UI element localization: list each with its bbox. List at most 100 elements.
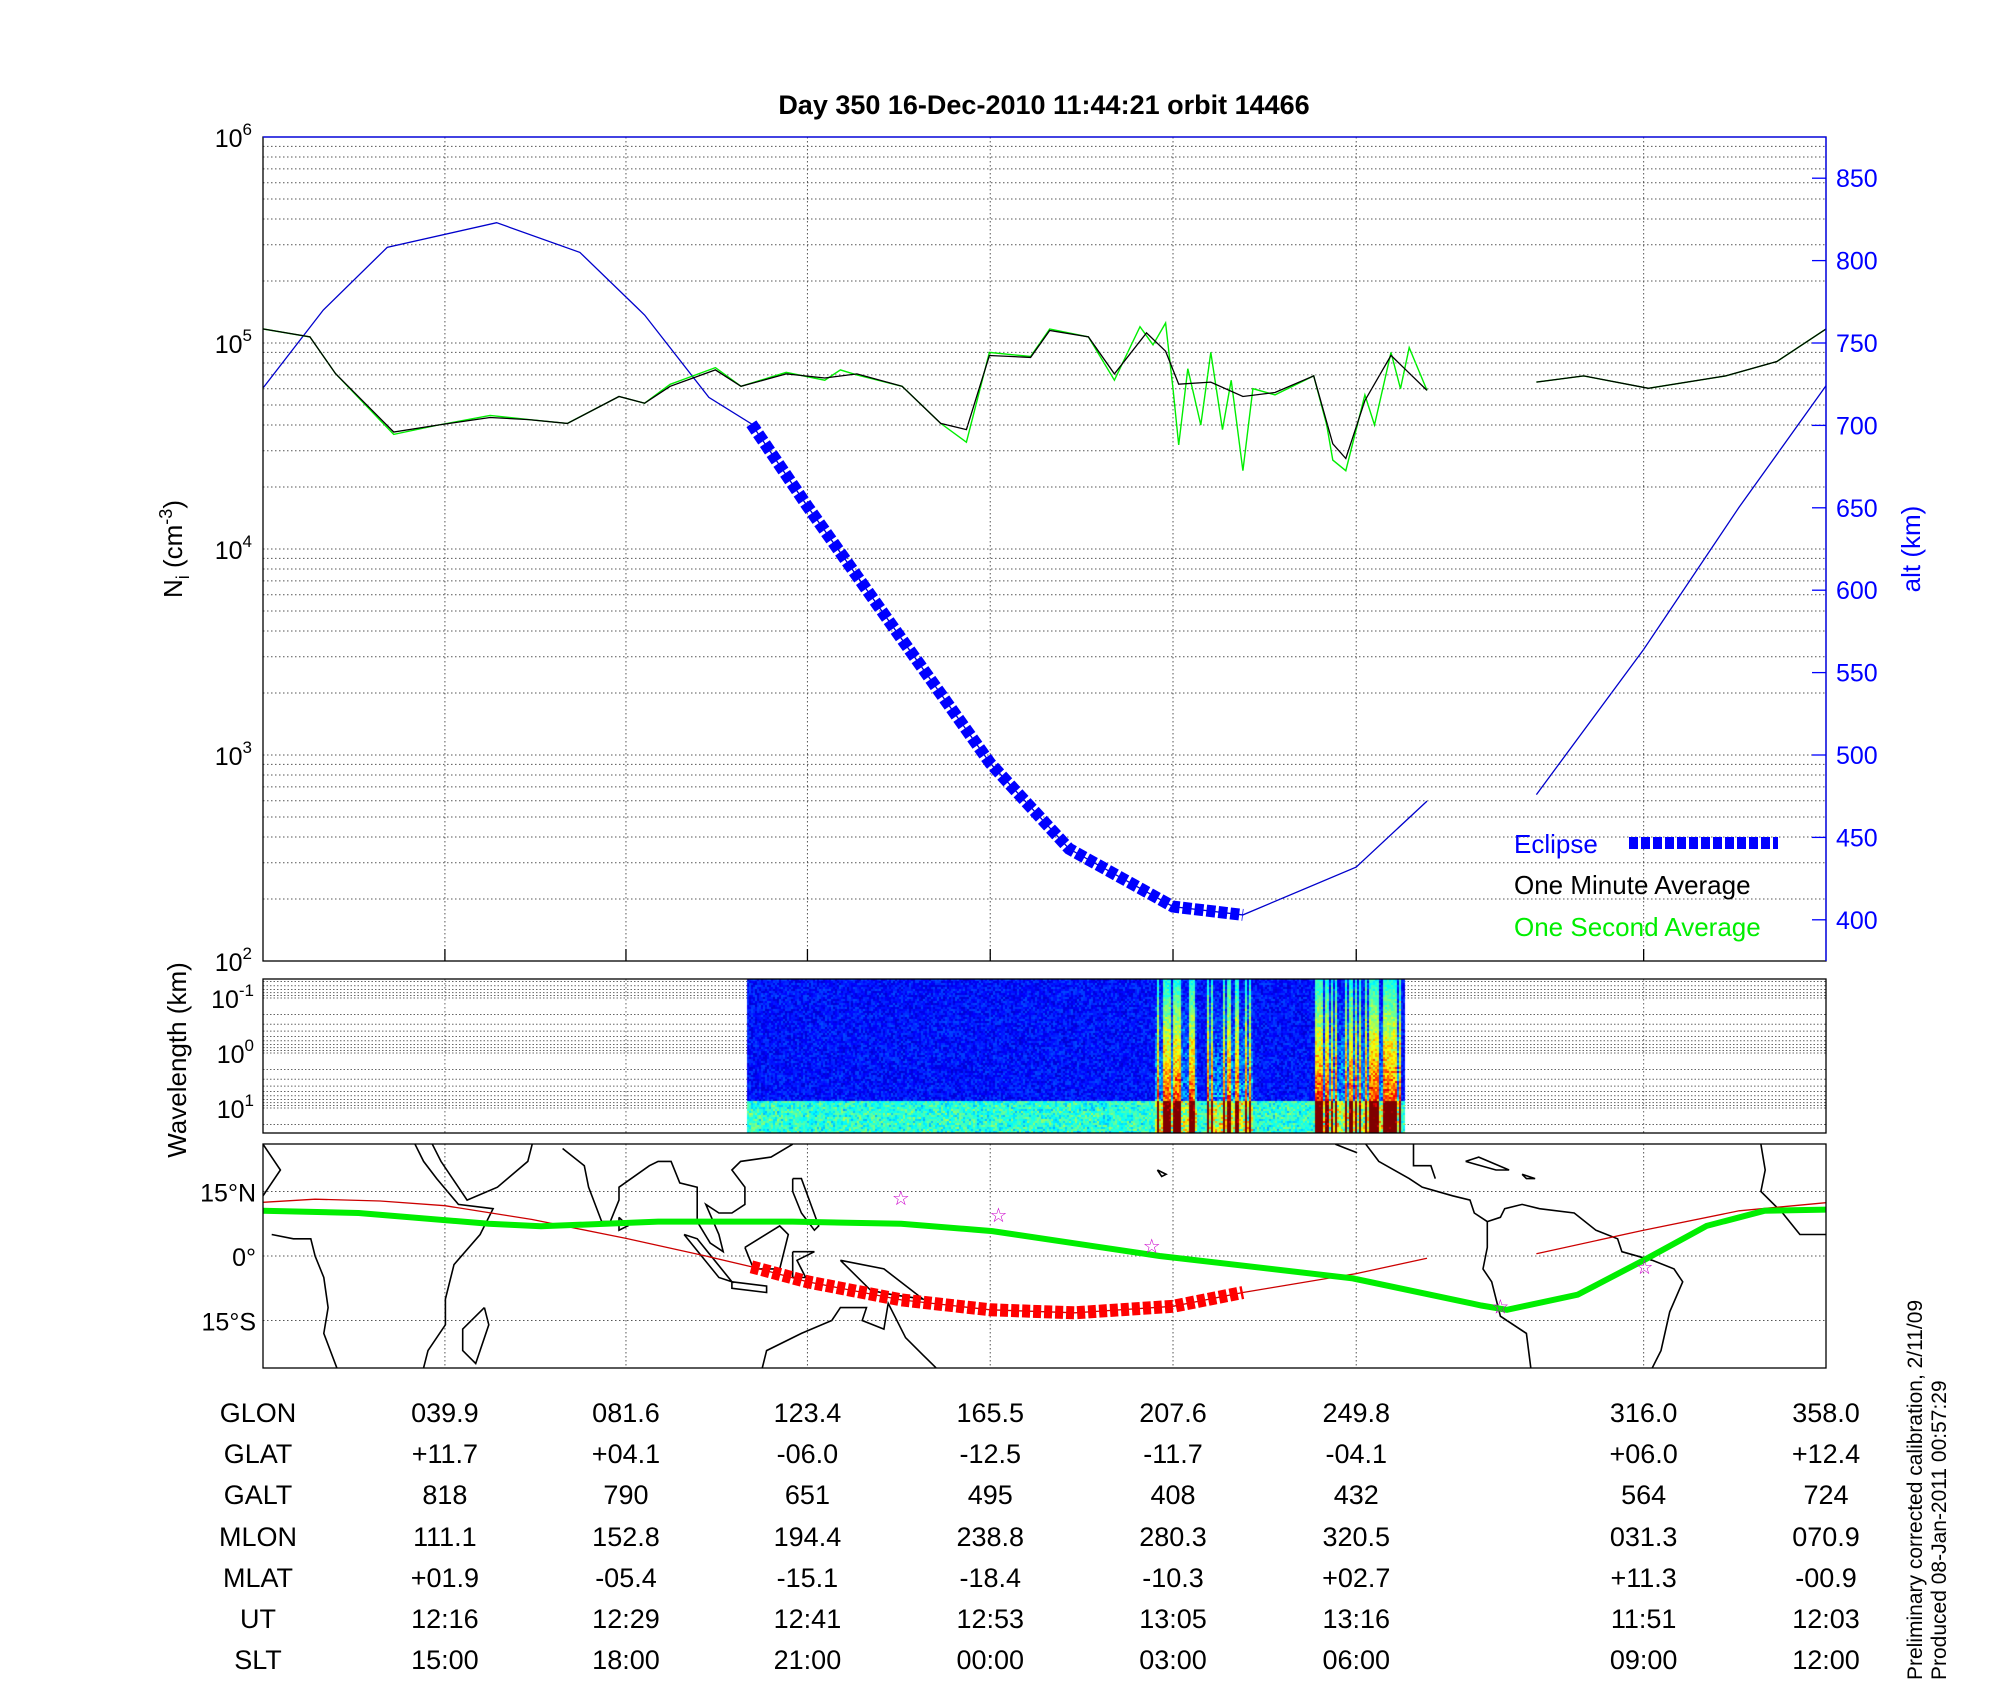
spectrogram-axis-ticks: 10-1 100 101: [211, 981, 254, 1124]
density-tick-label: 104: [215, 532, 252, 565]
chart-title: Day 350 16-Dec-2010 11:44:21 orbit 14466: [778, 90, 1309, 120]
coastline: [263, 1144, 282, 1197]
spectrogram-image: [263, 979, 1826, 1133]
table-cell: 12:41: [774, 1604, 842, 1634]
coastline: [791, 1177, 820, 1232]
coastline: [431, 1144, 533, 1202]
table-cell: -15.1: [777, 1563, 839, 1593]
station-star-icon: ☆: [990, 1205, 1008, 1227]
table-cell: +01.9: [411, 1563, 479, 1593]
coastline: [1365, 1144, 1684, 1368]
table-cell: 070.9: [1792, 1522, 1860, 1552]
table-cell: 13:05: [1139, 1604, 1207, 1634]
table-cell: 12:16: [411, 1604, 479, 1634]
table-cell: +06.0: [1609, 1439, 1677, 1469]
table-cell: 12:29: [592, 1604, 660, 1634]
station-star-icon: ☆: [1491, 1297, 1509, 1319]
coastline: [731, 1281, 768, 1294]
table-cell: +04.1: [592, 1439, 660, 1469]
table-cell: 11:51: [1611, 1604, 1677, 1634]
coastline: [562, 1144, 794, 1254]
table-cell: 081.6: [592, 1398, 660, 1428]
density-axis-ticks: 102 103 104 105 106 400 450 500 550 600 650 700 750 8…: [215, 120, 1878, 977]
coastline: [1521, 1173, 1536, 1180]
alt-tick-label: 700: [1836, 412, 1878, 440]
map-grid: [263, 1144, 1826, 1368]
table-cell: 408: [1150, 1480, 1195, 1510]
legend: Eclipse One Minute Average One Second Av…: [1514, 829, 1778, 942]
coastline: [1465, 1156, 1510, 1171]
table-cell: -11.7: [1143, 1439, 1203, 1469]
table-cell: 06:00: [1322, 1645, 1390, 1675]
table-row-label: SLT: [234, 1645, 282, 1675]
legend-eclipse-label: Eclipse: [1514, 829, 1598, 859]
density-axis-label: Ni (cm-3): [156, 500, 193, 598]
coastline: [1335, 1144, 1358, 1154]
table-cell: 316.0: [1610, 1398, 1678, 1428]
table-row-label: GLON: [220, 1398, 297, 1428]
table-cell: 818: [422, 1480, 467, 1510]
table-cell: +11.3: [1610, 1563, 1676, 1593]
spectrogram-frame: [262, 978, 1827, 1134]
coastline: [1412, 1144, 1437, 1179]
alt-tick-label: 400: [1836, 907, 1878, 935]
alt-axis-label: alt (km): [1896, 506, 1926, 593]
station-star-icon: ☆: [1636, 1257, 1654, 1279]
table-row-label: GLAT: [224, 1439, 293, 1469]
table-cell: 00:00: [956, 1645, 1024, 1675]
table-row-label: MLON: [219, 1522, 297, 1552]
table-row-label: GALT: [224, 1480, 293, 1510]
lat-tick-label: 15°S: [202, 1309, 256, 1337]
table-row-label: MLAT: [223, 1563, 293, 1593]
alt-tick-label: 800: [1836, 248, 1878, 276]
one-minute-average-line: [1536, 328, 1826, 389]
table-cell: +11.7: [412, 1439, 478, 1469]
table-cell: 03:00: [1139, 1645, 1207, 1675]
table-cell: -04.1: [1325, 1439, 1387, 1469]
coastline: [414, 1144, 495, 1368]
altitude-line: [1535, 385, 1826, 795]
table-cell: 207.6: [1139, 1398, 1207, 1428]
table-cell: 194.4: [774, 1522, 842, 1552]
table-cell: 495: [968, 1480, 1013, 1510]
one-second-average-line: [1536, 328, 1826, 390]
table-cell: 564: [1621, 1480, 1666, 1510]
table-cell: 165.5: [956, 1398, 1024, 1428]
legend-one-minute-label: One Minute Average: [1514, 870, 1751, 900]
alt-tick-label: 750: [1836, 330, 1878, 358]
station-star-icon: ☆: [892, 1188, 910, 1210]
density-tick-label: 106: [215, 120, 252, 153]
ephemeris-table: GLON 039.9 081.6 123.4 165.5 207.6 249.8 316.0 3…: [219, 1398, 1860, 1675]
coastline: [271, 1233, 338, 1368]
table-cell: 724: [1803, 1480, 1848, 1510]
coastline: [1760, 1144, 1826, 1236]
map-tracks: ☆ ☆ ☆ ☆ ☆: [263, 1188, 1826, 1320]
alt-tick-label: 600: [1836, 577, 1878, 605]
wavelength-tick-label: 100: [217, 1036, 254, 1069]
table-cell: 790: [603, 1480, 648, 1510]
one-second-average-line: [263, 320, 1428, 472]
coastline: [461, 1307, 490, 1365]
station-star-icon: ☆: [1143, 1236, 1161, 1258]
table-cell: 13:16: [1322, 1604, 1390, 1634]
coastline: [791, 1250, 815, 1279]
eclipse-altitude-segment: [746, 420, 1244, 921]
wavelength-tick-label: 101: [217, 1091, 254, 1124]
table-cell: 039.9: [411, 1398, 479, 1428]
table-cell: 651: [785, 1480, 830, 1510]
density-tick-label: 105: [215, 326, 252, 359]
ground-track-line: [1536, 1202, 1826, 1255]
table-cell: 123.4: [774, 1398, 842, 1428]
table-cell: 18:00: [592, 1645, 660, 1675]
alt-tick-label: 450: [1836, 824, 1878, 852]
table-cell: 21:00: [774, 1645, 842, 1675]
table-cell: -00.9: [1795, 1563, 1857, 1593]
coastline: [744, 1224, 790, 1270]
lat-tick-label: 0°: [232, 1244, 256, 1272]
table-cell: 12:00: [1792, 1645, 1860, 1675]
map-lat-labels: 15°N 0° 15°S: [200, 1180, 256, 1337]
alt-tick-label: 500: [1836, 742, 1878, 770]
wavelength-axis-label: Wavelength (km): [162, 962, 192, 1158]
table-cell: +12.4: [1792, 1439, 1860, 1469]
